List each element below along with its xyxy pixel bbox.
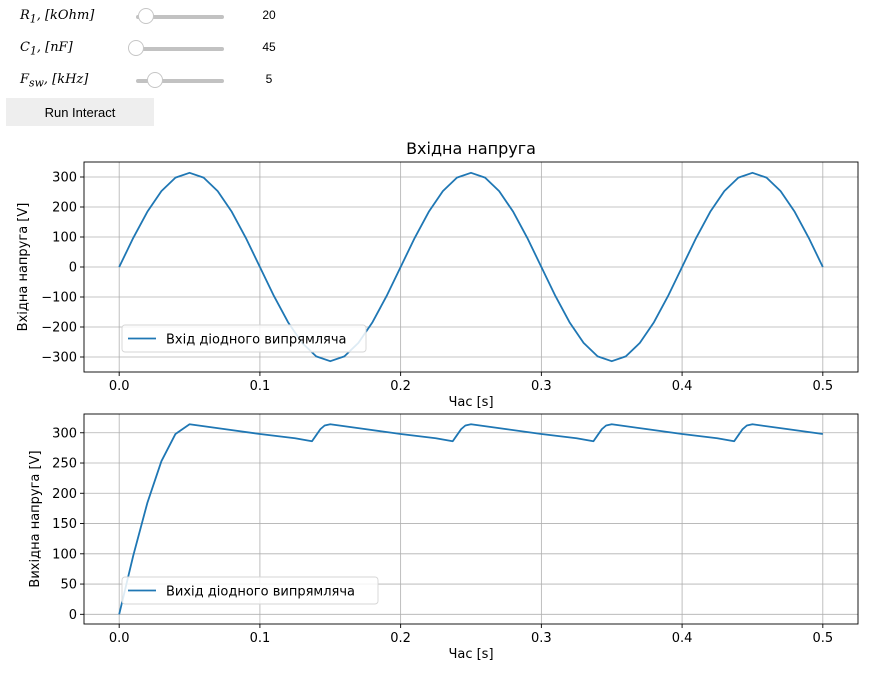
y-tick-label: −300 — [41, 351, 77, 366]
slider-label-c1: C1, [nF] — [20, 40, 73, 58]
y-tick-label: 200 — [52, 201, 77, 216]
slider-label-r1: R1, [kOhm] — [20, 8, 95, 26]
y-tick-label: 100 — [52, 547, 77, 562]
slider-value-r1[interactable]: 20 — [262, 8, 276, 22]
x-tick-label: 0.3 — [531, 631, 552, 646]
slider-fsw[interactable] — [136, 72, 224, 88]
x-tick-label: 0.5 — [812, 379, 833, 394]
slider-handle-r1[interactable] — [137, 8, 154, 24]
slider-handle-fsw[interactable] — [146, 72, 163, 88]
chart-1: 0.0 0.1 0.2 0.3 0.4 0.5 −300 −200 −100 0 100 200 300… — [16, 139, 859, 410]
slider-value-fsw[interactable]: 5 — [265, 72, 273, 86]
x-tick-label: 0.4 — [672, 631, 693, 646]
y-axis-label: Вхідна напруга [V] — [16, 203, 31, 332]
y-tick-label: 100 — [52, 231, 77, 246]
series-line — [118, 171, 824, 363]
x-tick-label: 0.0 — [109, 631, 130, 646]
y-tick-label: −100 — [41, 291, 77, 306]
figure: 0.0 0.1 0.2 0.3 0.4 0.5 −300 −200 −100 0 100 200 300… — [16, 139, 859, 662]
legend: Вхід діодного випрямляча — [121, 324, 367, 353]
chart-title: Вхідна напруга — [406, 139, 536, 158]
y-tick-label: 300 — [52, 171, 77, 186]
legend-label: Вхід діодного випрямляча — [166, 333, 347, 348]
x-axis-label: Час [s] — [448, 395, 493, 410]
slider-r1[interactable] — [136, 8, 224, 24]
run-interact-button[interactable]: Run Interact — [6, 98, 154, 126]
legend-box — [121, 576, 379, 605]
series-line — [118, 423, 823, 615]
y-tick-label: 50 — [60, 578, 77, 593]
legend-label: Вихід діодного випрямляча — [166, 585, 355, 600]
legend-box — [121, 324, 367, 353]
axes-frame — [83, 413, 859, 625]
y-tick-label: 300 — [52, 426, 77, 441]
chart-2: 0.0 0.1 0.2 0.3 0.4 0.5 0 50 100 150 200 250 300 Час … — [28, 413, 859, 662]
slider-value-c1[interactable]: 45 — [262, 40, 276, 54]
x-tick-label: 0.0 — [109, 379, 130, 394]
slider-row-c1: C1, [nF] 45 — [0, 32, 300, 64]
y-tick-label: 200 — [52, 487, 77, 502]
y-tick-label: 150 — [52, 517, 77, 532]
y-tick-label: 0 — [69, 608, 77, 623]
x-tick-label: 0.5 — [812, 631, 833, 646]
slider-label-fsw: Fsw, [kHz] — [20, 72, 89, 90]
slider-c1[interactable] — [128, 40, 224, 56]
x-tick-label: 0.2 — [390, 379, 411, 394]
y-axis-label: Вихідна напруга [V] — [28, 450, 43, 587]
x-axis-label: Час [s] — [448, 647, 493, 662]
slider-row-r1: R1, [kOhm] 20 — [0, 0, 300, 32]
y-tick-label: 250 — [52, 457, 77, 472]
x-tick-label: 0.1 — [250, 379, 271, 394]
x-tick-label: 0.1 — [250, 631, 271, 646]
x-tick-label: 0.3 — [531, 379, 552, 394]
slider-handle-c1[interactable] — [128, 40, 144, 56]
y-tick-label: −200 — [41, 321, 77, 336]
y-tick-label: 0 — [69, 261, 77, 276]
legend: Вихід діодного випрямляча — [121, 576, 379, 605]
x-tick-label: 0.2 — [390, 631, 411, 646]
slider-row-fsw: Fsw, [kHz] 5 — [0, 64, 300, 96]
x-tick-label: 0.4 — [672, 379, 693, 394]
